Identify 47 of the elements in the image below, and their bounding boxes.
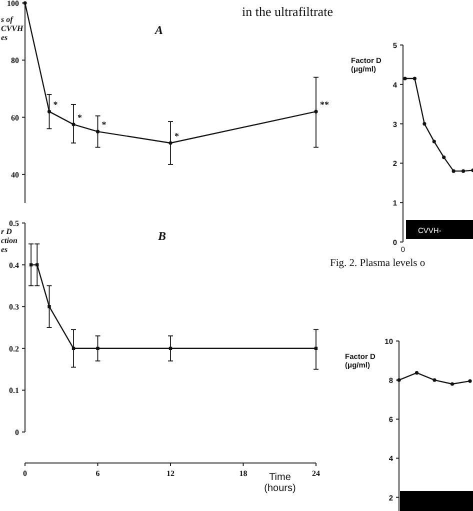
point <box>72 122 76 126</box>
x-axis-title: Time (hours) <box>264 472 296 494</box>
point <box>461 169 466 173</box>
point <box>412 76 417 80</box>
annotation: * <box>78 112 82 122</box>
annotation: in the ultrafiltrate <box>242 4 334 19</box>
x-tick-label: 12 <box>166 469 174 478</box>
point <box>403 76 407 80</box>
point <box>432 140 436 144</box>
x-tick-label: 18 <box>239 469 248 478</box>
point <box>452 169 456 173</box>
annotation: ** <box>320 100 330 110</box>
point <box>414 371 419 375</box>
y-tick-label: 100 <box>7 0 19 8</box>
y-tick-label: 60 <box>11 113 19 122</box>
point <box>96 346 100 350</box>
point <box>442 155 446 160</box>
y-tick-label: 0.4 <box>9 260 19 270</box>
y-axis-title: s of CVVH es <box>0 15 24 42</box>
x-tick-label: 24 <box>312 469 320 478</box>
y-tick-label: 0.3 <box>9 302 19 312</box>
y-axis-title: r D ction es <box>1 227 18 254</box>
y-tick-label: 0.5 <box>9 219 19 228</box>
point <box>36 263 39 266</box>
point <box>168 141 172 145</box>
annotation: * <box>102 120 107 130</box>
y-tick-label: 80 <box>11 56 19 66</box>
point <box>29 263 33 266</box>
annotation: * <box>174 131 180 141</box>
x-tick-label: 6 <box>96 469 100 478</box>
point <box>422 122 426 126</box>
y-tick-label: 0.1 <box>9 386 19 396</box>
text: A <box>154 23 164 37</box>
y-tick-label: 0 <box>15 428 19 437</box>
y-tick-label: 40 <box>11 170 19 180</box>
caption: Fig. 2. Plasma levels o <box>330 258 426 269</box>
point <box>47 110 52 114</box>
x-tick-label: 0 <box>23 469 27 478</box>
point <box>314 110 318 114</box>
annotation: * <box>53 100 58 110</box>
point <box>450 382 454 386</box>
text: B <box>157 229 166 243</box>
point <box>468 379 472 383</box>
y-tick-label: 0.2 <box>9 344 19 354</box>
point <box>432 378 436 382</box>
point <box>96 130 100 134</box>
point <box>48 305 51 308</box>
